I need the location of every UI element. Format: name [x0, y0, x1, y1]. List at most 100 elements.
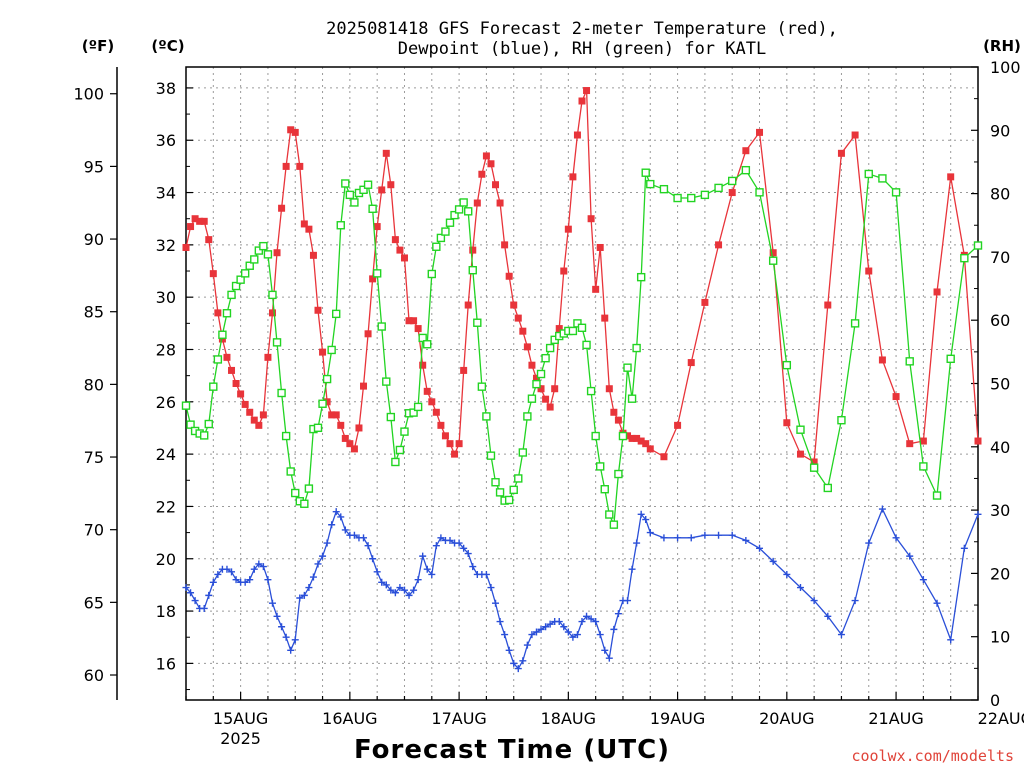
temperature-point: [332, 411, 340, 419]
temperature-point: [205, 236, 213, 244]
rh-point: [618, 431, 628, 441]
rh-point: [905, 357, 914, 366]
temperature-point: [432, 408, 440, 416]
rh-point: [946, 354, 955, 364]
rh-point: [536, 369, 546, 379]
rh-point: [454, 205, 464, 214]
temperature-point: [637, 437, 645, 445]
temperature-point: [551, 385, 559, 393]
temperature-point: [578, 97, 586, 105]
dewpoint-point: [405, 591, 413, 599]
dewpoint-point: [187, 589, 195, 597]
dewpoint-point: [191, 597, 199, 605]
rh-tick-label: 100: [990, 58, 1021, 77]
x-tick-label: 22AUG: [978, 709, 1024, 728]
rh-point: [368, 204, 377, 213]
rh-point: [878, 174, 887, 183]
temperature-point: [378, 186, 386, 194]
temperature-point: [501, 241, 509, 249]
temperature-point: [441, 432, 449, 440]
rh-point: [468, 265, 477, 275]
fahrenheit-tick-label: 75: [84, 448, 104, 467]
rh-point: [423, 340, 432, 349]
rh-point: [796, 425, 805, 434]
dewpoint-point: [596, 631, 604, 639]
temperature-point: [537, 385, 545, 393]
rh-point: [341, 179, 350, 188]
fahrenheit-tick-label: 65: [84, 593, 104, 612]
celsius-tick-label: 38: [156, 79, 176, 98]
rh-point: [623, 363, 632, 372]
temperature-point: [400, 254, 408, 262]
fahrenheit-tick-label: 90: [84, 230, 104, 249]
rh-point: [527, 394, 537, 403]
dewpoint-point: [573, 631, 581, 639]
dewpoint-point: [328, 521, 336, 529]
rh-point: [272, 338, 282, 347]
dewpoint-point: [892, 534, 900, 542]
rh-point: [596, 462, 605, 471]
temperature-point: [410, 317, 418, 325]
dewpoint-point: [314, 560, 322, 568]
temperature-point: [687, 359, 695, 367]
celsius-tick-label: 34: [156, 184, 176, 203]
dewpoint-point: [960, 544, 968, 552]
dewpoint-point: [423, 565, 431, 573]
rh-point: [459, 198, 468, 207]
temperature-point: [282, 162, 290, 170]
temperature-point: [196, 217, 204, 225]
temperature-point: [246, 408, 254, 416]
rh-point: [259, 241, 268, 251]
rh-point: [254, 246, 264, 255]
rh-point: [591, 431, 600, 441]
temperature-point: [314, 306, 322, 314]
temperature-point: [300, 220, 308, 228]
dewpoint-point: [865, 539, 873, 547]
rh-point: [186, 420, 195, 429]
dewpoint-point: [300, 591, 308, 599]
rh-point: [204, 419, 213, 429]
temperature-point: [769, 249, 777, 257]
rh-point: [418, 333, 427, 343]
dewpoint-point: [428, 570, 436, 578]
rh-point: [768, 256, 778, 265]
dewpoint-point: [205, 591, 213, 599]
dewpoint-point: [947, 636, 955, 644]
axes: 16 18 20 22 24 26 28 30 32 34 36 38 60 65 70 75 80 85 90 95…: [73, 58, 1024, 748]
rh-point: [741, 165, 751, 175]
rh-point: [441, 227, 450, 236]
temperature-point: [528, 361, 536, 369]
rh-point: [782, 360, 792, 370]
rh-point: [236, 275, 245, 284]
temperature-point: [437, 421, 445, 429]
rh-point: [728, 176, 737, 186]
x-tick-label: 19AUG: [650, 709, 705, 728]
dewpoint-point: [633, 539, 641, 547]
temperature-point: [824, 301, 832, 309]
rh-point: [263, 250, 273, 259]
temperature-point: [250, 416, 258, 424]
fahrenheit-unit-label: (ºF): [82, 37, 114, 55]
rh-point: [240, 269, 250, 278]
dewpoint-point: [578, 618, 586, 626]
temperature-point: [264, 353, 272, 361]
rh-point: [413, 402, 423, 412]
temperature-point: [423, 387, 431, 395]
rh-point: [427, 269, 436, 279]
series-rh: [181, 165, 983, 529]
temperature-point: [214, 309, 222, 317]
rh-point: [646, 179, 655, 189]
celsius-tick-label: 20: [156, 550, 176, 569]
dewpoint-point: [437, 534, 445, 542]
temperature-point: [756, 128, 764, 136]
temperature-point: [278, 204, 286, 212]
rh-point: [545, 343, 555, 353]
rh-point: [231, 281, 241, 291]
dewpoint-point: [464, 550, 472, 558]
temperature-point: [605, 385, 613, 393]
rh-point: [209, 382, 218, 391]
temperature-point: [715, 241, 723, 249]
temperature-point: [187, 223, 195, 231]
temperature-point: [273, 249, 281, 257]
dewpoint-point: [460, 544, 468, 552]
